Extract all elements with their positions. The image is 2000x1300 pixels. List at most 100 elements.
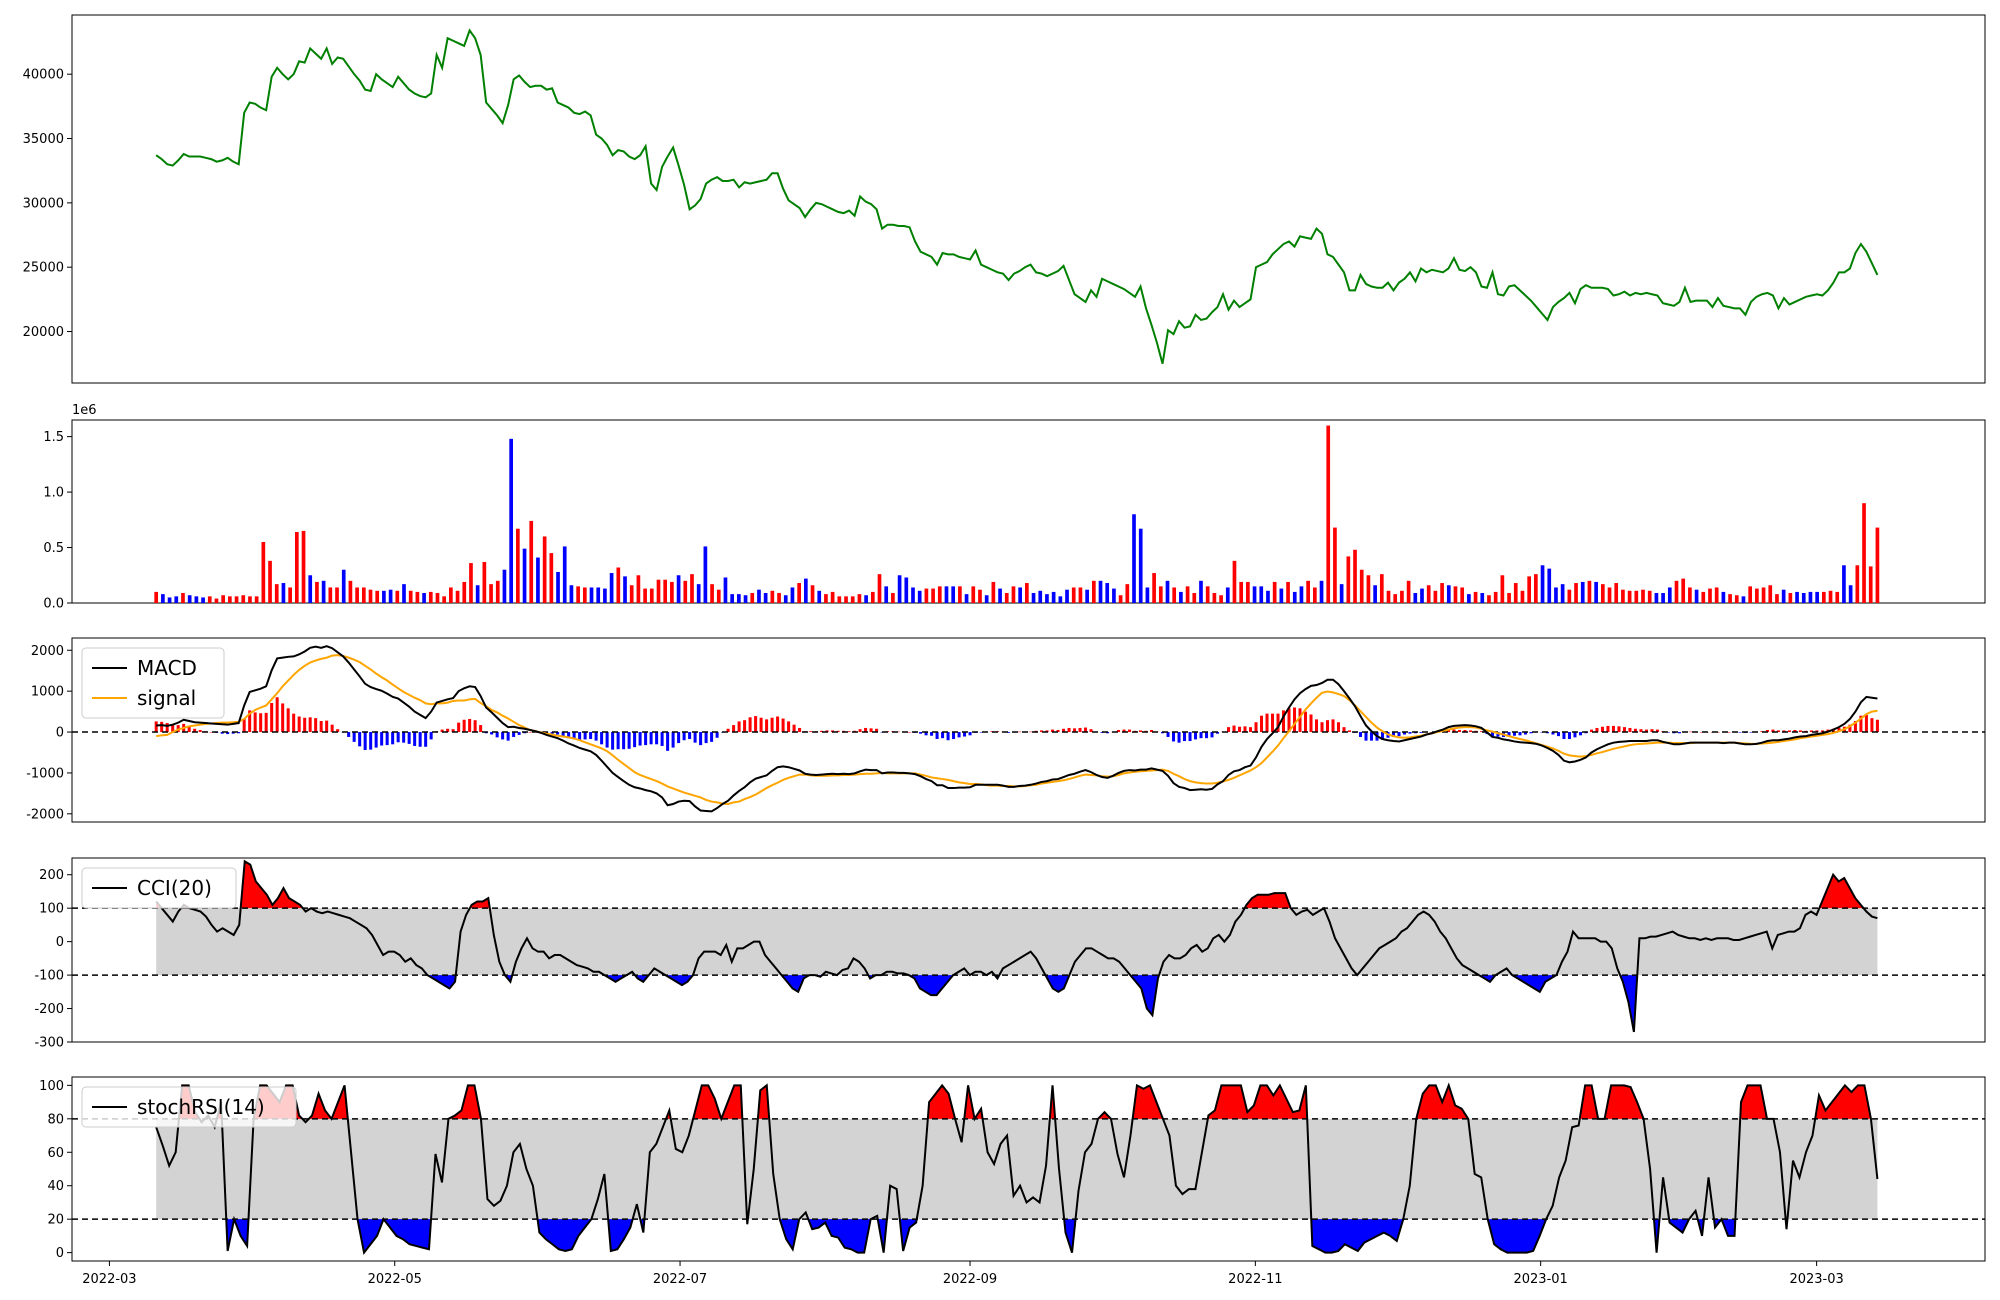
- volume-bar: [294, 532, 299, 603]
- overbought-fill: [1132, 1085, 1163, 1119]
- volume-bar: [931, 588, 935, 603]
- histogram-bar: [1369, 732, 1374, 741]
- volume-bar: [509, 438, 513, 603]
- histogram-bar: [1194, 732, 1198, 740]
- legend-label: stochRSI(14): [137, 1095, 265, 1119]
- histogram-bar: [858, 729, 862, 733]
- volume-bar: [1513, 583, 1518, 603]
- histogram-bar: [1391, 732, 1396, 737]
- volume-bar: [1065, 589, 1069, 603]
- volume-bar: [1493, 591, 1498, 603]
- volume-bar: [1721, 591, 1726, 603]
- volume-bar: [1647, 590, 1652, 603]
- histogram-bar: [473, 720, 477, 733]
- volume-bar: [1688, 587, 1692, 603]
- volume-bar: [696, 584, 701, 603]
- volume-bar: [1848, 585, 1853, 603]
- histogram-bar: [248, 710, 252, 733]
- oversold-fill: [808, 1219, 871, 1253]
- panel-cci: -300 -200 -100 0 100 200 CCI(20): [34, 857, 1986, 1051]
- histogram-bar: [1556, 732, 1560, 737]
- y-tick-label: -300: [34, 1036, 64, 1051]
- histogram-bar: [1051, 729, 1055, 733]
- histogram-bar: [1639, 729, 1643, 733]
- volume-bar: [1051, 591, 1056, 603]
- overbought-fill: [721, 1085, 743, 1119]
- histogram-bar: [1177, 732, 1181, 743]
- volume-bar: [1875, 527, 1880, 603]
- legend-label: signal: [137, 686, 196, 710]
- histogram-bar: [209, 732, 213, 733]
- legend: CCI(20): [81, 867, 237, 909]
- y-tick-label: -2000: [26, 807, 64, 822]
- panel-frame: [71, 1076, 1986, 1262]
- volume-bar: [623, 576, 627, 603]
- histogram-bar: [897, 731, 901, 733]
- histogram-bar: [1188, 732, 1192, 742]
- histogram-bar: [1205, 732, 1209, 739]
- panel-frame: [71, 14, 1986, 384]
- histogram-bar: [1490, 732, 1494, 738]
- histogram-bar: [1820, 730, 1824, 733]
- histogram-bar: [924, 732, 928, 736]
- volume-bar: [656, 579, 661, 603]
- volume-bar: [234, 596, 239, 603]
- volume-bar: [1359, 569, 1364, 603]
- histogram-bar: [660, 732, 664, 746]
- volume-bar: [857, 594, 862, 603]
- histogram-bar: [600, 732, 604, 745]
- histogram-bar: [275, 697, 279, 733]
- histogram-bar: [1518, 732, 1522, 736]
- volume-bar: [1808, 591, 1813, 603]
- volume-bar: [891, 593, 895, 603]
- volume-bar: [1112, 588, 1116, 603]
- volume-bar: [944, 586, 949, 603]
- histogram-bar: [1271, 713, 1275, 733]
- volume-bar: [1138, 528, 1143, 603]
- volume-bar: [1801, 593, 1806, 603]
- volume-bar: [937, 586, 942, 603]
- histogram-bar: [820, 730, 824, 733]
- histogram-bar: [1727, 732, 1731, 733]
- volume-bar: [978, 589, 982, 603]
- y-tick-label: 60: [47, 1146, 64, 1161]
- volume-bar: [1426, 585, 1431, 603]
- histogram-bar: [308, 717, 312, 733]
- histogram-bar: [380, 732, 384, 746]
- histogram-bar: [688, 732, 692, 739]
- volume-bar: [261, 542, 266, 603]
- volume-bar: [1366, 575, 1371, 603]
- volume-bar: [1600, 584, 1605, 603]
- panel-frame: [71, 637, 1986, 823]
- volume-bar: [971, 586, 976, 603]
- volume-bar: [569, 585, 574, 603]
- overbought-fill: [448, 1085, 481, 1119]
- volume-bar: [1822, 591, 1826, 603]
- histogram-bar: [578, 732, 582, 740]
- histogram-bar: [297, 716, 301, 733]
- histogram-bar: [748, 717, 752, 733]
- histogram-bar: [242, 718, 246, 733]
- histogram-bar: [1183, 732, 1187, 742]
- volume-bar: [1333, 527, 1337, 603]
- histogram-bar: [347, 732, 351, 737]
- volume-bar: [1031, 593, 1036, 603]
- histogram-bar: [1793, 730, 1797, 733]
- histogram-bar: [1771, 729, 1775, 733]
- histogram-bar: [979, 732, 983, 733]
- histogram-bar: [253, 712, 257, 733]
- overbought-fill: [1098, 1112, 1111, 1119]
- histogram-bar: [1617, 726, 1621, 733]
- volume-bar: [1353, 549, 1357, 603]
- histogram-bar: [605, 732, 609, 748]
- y-tick-label: 0.0: [43, 597, 64, 612]
- histogram-bar: [666, 732, 670, 751]
- histogram-bar: [1304, 711, 1308, 733]
- y-tick-label: -1000: [26, 766, 64, 781]
- histogram-bar: [1644, 729, 1648, 733]
- histogram-bar: [528, 732, 532, 733]
- volume-bar: [1694, 589, 1699, 603]
- histogram-bar: [462, 719, 466, 733]
- histogram-bar: [413, 732, 417, 746]
- volume-bar: [428, 591, 433, 603]
